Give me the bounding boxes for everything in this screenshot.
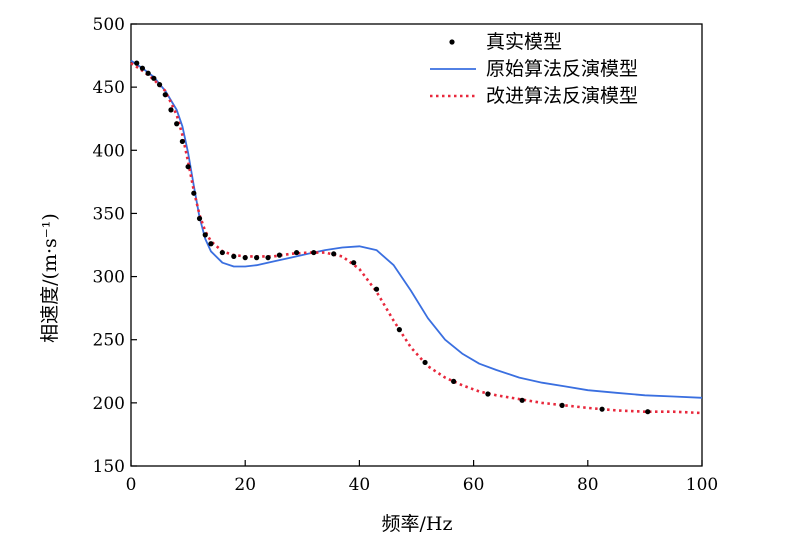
data-point [242,255,248,261]
data-point [191,190,197,196]
y-tick-label: 300 [93,268,125,288]
y-axis-ticks: 150 200 250 300 350 400 450 500 [93,15,137,477]
data-point [162,92,168,98]
series-layer [130,59,703,415]
x-tick-label: 80 [577,475,599,495]
y-tick-label: 150 [93,457,125,477]
y-tick-label: 500 [93,15,125,35]
y-axis-label: 相速度/(m·s⁻¹) [39,213,61,343]
data-point [219,249,225,256]
data-point [331,251,337,257]
series-true-model-markers [134,60,651,415]
data-point [559,402,565,408]
x-tick-label: 20 [234,475,256,495]
data-point [422,359,428,366]
plot-frame [130,23,703,467]
series-original-inversion-line [130,59,703,399]
y-tick-label: 350 [93,204,125,224]
data-point [151,75,157,81]
data-point [196,215,203,222]
data-point [185,164,191,170]
x-axis-ticks: 0 20 40 60 80 100 [126,460,718,495]
data-point [451,378,457,384]
y-tick-label: 450 [93,78,125,98]
x-tick-label: 60 [463,475,485,495]
data-point [645,409,651,415]
x-axis-label: 频率/Hz [382,513,453,535]
data-point [139,65,146,71]
data-point [276,252,283,258]
legend-label: 原始算法反演模型 [486,58,638,80]
legend-label: 真实模型 [486,31,562,53]
data-point [134,60,140,66]
data-point [168,107,174,113]
data-point [599,406,605,412]
data-point [231,253,237,259]
data-point [145,70,151,76]
data-point [254,255,260,261]
data-point [174,121,180,127]
series-improved-inversion-line [130,62,703,415]
data-point [311,249,317,256]
data-point [293,249,300,256]
data-point [265,255,271,261]
y-tick-label: 400 [93,141,125,161]
data-point [208,241,214,247]
data-point [156,82,163,88]
x-tick-label: 40 [349,475,371,495]
x-tick-label: 0 [126,475,137,495]
data-point [396,327,402,333]
y-tick-label: 250 [93,331,125,351]
plot-area-border [130,23,703,467]
data-point [485,391,491,397]
data-point [373,286,380,292]
legend-label: 改进算法反演模型 [486,85,638,107]
data-point [519,397,525,403]
x-tick-label: 100 [686,475,718,495]
data-point [179,138,185,145]
y-tick-label: 200 [93,394,125,414]
data-point [202,232,208,238]
data-point [351,260,357,266]
legend-marker [449,39,455,45]
